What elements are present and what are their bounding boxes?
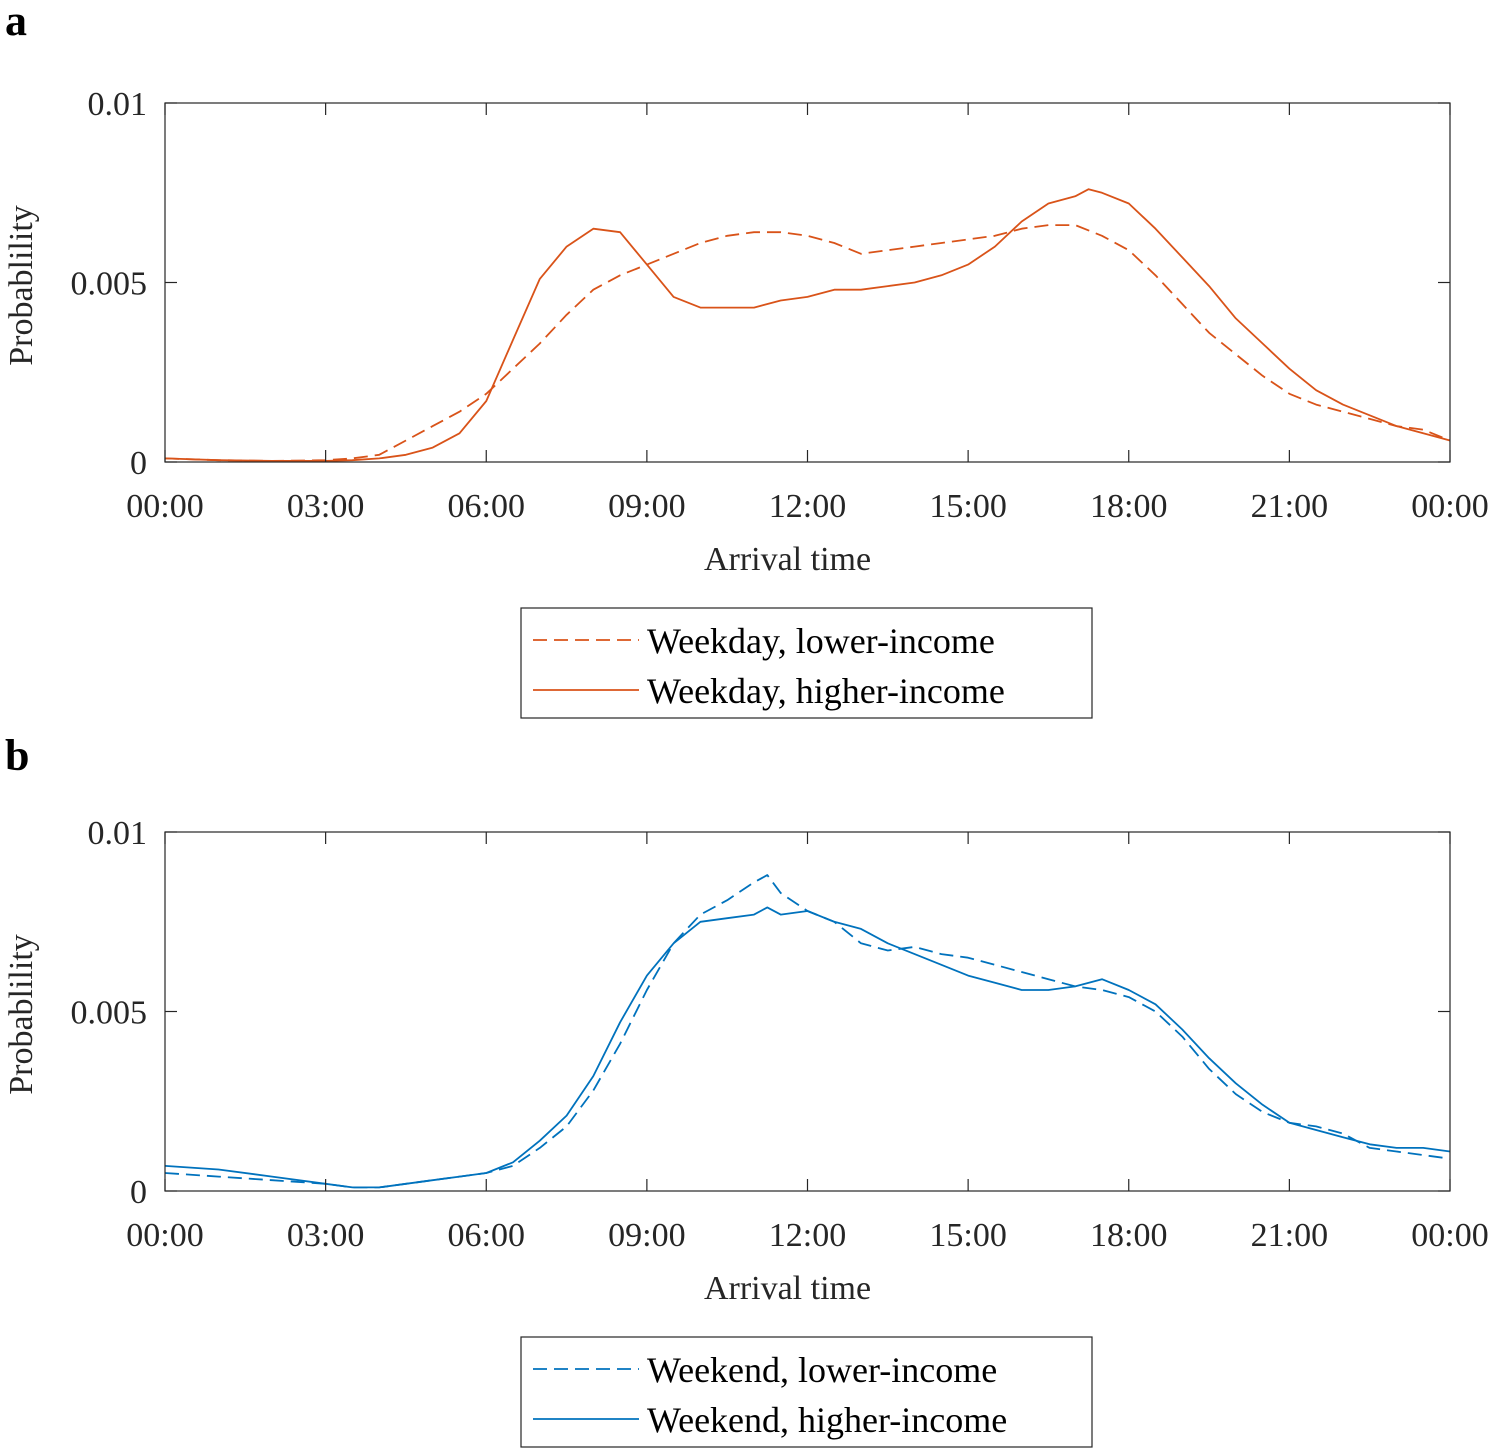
x-tick-label: 00:00	[1411, 1217, 1488, 1254]
x-tick-label: 15:00	[929, 1217, 1006, 1254]
y-tick-label: 0.01	[88, 815, 148, 852]
legend: Weekend, lower-income Weekend, higher-inc…	[520, 1336, 1093, 1448]
x-tick-label: 18:00	[1090, 1217, 1167, 1254]
x-tick-label: 18:00	[1090, 488, 1167, 525]
legend: Weekday, lower-income Weekday, higher-inc…	[520, 607, 1093, 719]
panel-b: b 00:00 03:00 06:00 09:00 12:00 15:00 18:00 21:0…	[3, 731, 1489, 1448]
y-tick-label: 0	[130, 1174, 147, 1211]
panel-label: a	[5, 0, 27, 45]
x-tick-label: 21:00	[1251, 1217, 1328, 1254]
y-tick-label: 0.01	[88, 86, 148, 123]
x-tick-label: 15:00	[929, 488, 1006, 525]
x-tick-label: 12:00	[769, 488, 846, 525]
legend-box	[520, 607, 1093, 719]
x-tick-label: 09:00	[608, 488, 685, 525]
y-axis-title: Probablility	[3, 934, 40, 1095]
panel-label: b	[5, 731, 29, 780]
x-tick-label: 00:00	[126, 488, 203, 525]
y-tick-label: 0.005	[71, 995, 148, 1032]
plot-frame	[164, 102, 1451, 463]
legend-label-1: Weekend, lower-income	[647, 1350, 997, 1390]
x-tick-label: 03:00	[287, 1217, 364, 1254]
x-tick-label: 03:00	[287, 488, 364, 525]
x-tick-label: 12:00	[769, 1217, 846, 1254]
x-tick-label: 06:00	[448, 1217, 525, 1254]
y-tick-label: 0.005	[71, 266, 148, 303]
series-line-2	[164, 188, 1451, 462]
x-tick-label: 00:00	[1411, 488, 1488, 525]
panel-a: a 00:00 03:00 06:00 09:00 12:00 15:00 18:00 21:0…	[3, 0, 1489, 719]
x-tick-label: 09:00	[608, 1217, 685, 1254]
x-axis-title: Arrival time	[704, 541, 871, 578]
legend-box	[520, 1336, 1093, 1448]
x-tick-label: 06:00	[448, 488, 525, 525]
series-line-1	[164, 224, 1451, 462]
y-tick-label: 0	[130, 445, 147, 482]
series-line-2	[164, 906, 1451, 1189]
x-tick-label: 21:00	[1251, 488, 1328, 525]
legend-label-1: Weekday, lower-income	[647, 621, 995, 661]
y-axis-title: Probablility	[3, 205, 40, 366]
plot-frame	[164, 831, 1451, 1192]
legend-label-2: Weekend, higher-income	[647, 1400, 1007, 1440]
series-line-1	[164, 874, 1451, 1189]
x-tick-label: 00:00	[126, 1217, 203, 1254]
legend-label-2: Weekday, higher-income	[647, 671, 1005, 711]
x-axis-title: Arrival time	[704, 1270, 871, 1307]
